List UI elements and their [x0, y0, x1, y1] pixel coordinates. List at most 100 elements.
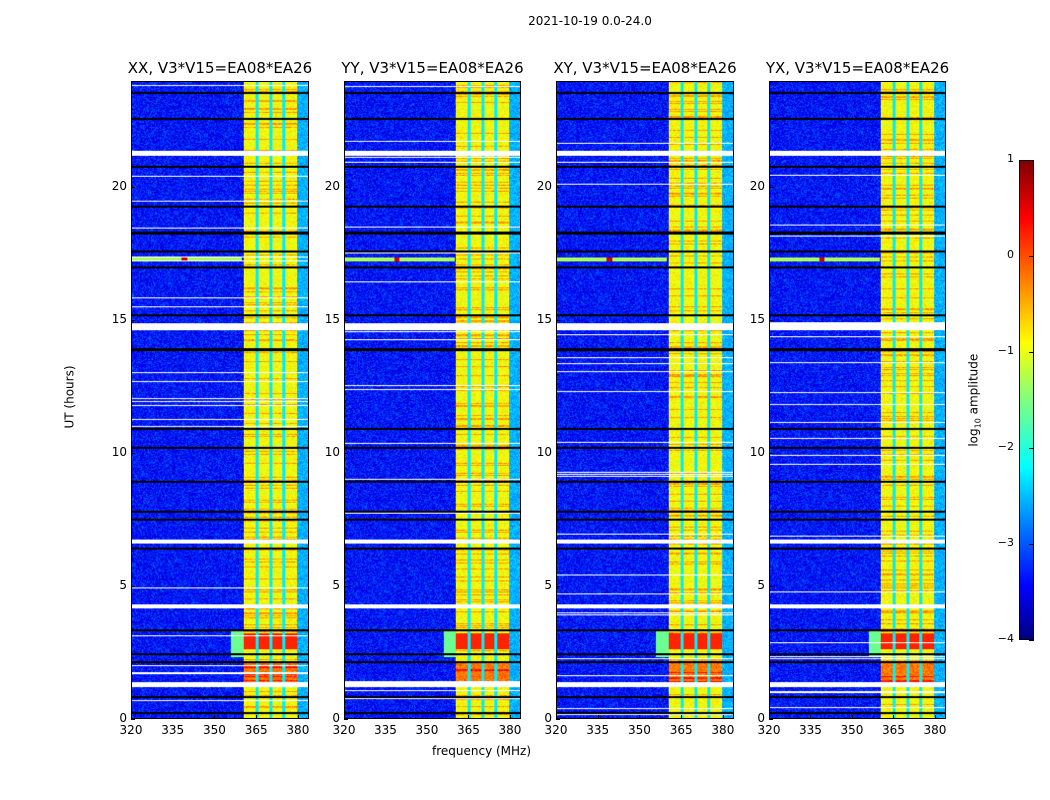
colorbar-tick-mark	[1029, 256, 1034, 257]
colorbar-tick-label: 1	[1007, 152, 1014, 165]
y-tick-label: 15	[749, 312, 765, 327]
figure-title: 2021-10-19 0.0-24.0	[528, 14, 652, 28]
y-tick-mark	[769, 187, 773, 189]
x-tick-mark	[639, 715, 641, 719]
y-tick-label: 0	[119, 711, 127, 725]
panel-title: YX, V3*V15=EA08*EA26	[765, 59, 950, 77]
y-tick-label: 10	[111, 445, 127, 460]
x-tick-label: 380	[711, 723, 735, 737]
x-tick-label: 365	[244, 723, 268, 737]
x-tick-mark	[509, 715, 511, 719]
colorbar-tick-mark	[1029, 640, 1034, 641]
y-tick-label: 20	[111, 179, 127, 194]
x-tick-label: 380	[286, 723, 310, 737]
panel-xx: XX, V3*V15=EA08*EA26	[128, 59, 312, 719]
y-tick-mark	[556, 719, 560, 720]
x-tick-mark	[385, 715, 387, 719]
y-tick-label: 5	[544, 578, 552, 593]
colorbar-tick-label: 0	[1007, 248, 1014, 261]
x-tick-label: 320	[544, 723, 568, 737]
y-tick-mark	[769, 719, 773, 720]
x-tick-label: 350	[840, 723, 864, 737]
x-tick-label: 350	[415, 723, 439, 737]
panel-title: XY, V3*V15=EA08*EA26	[553, 59, 737, 77]
panel-title: XX, V3*V15=EA08*EA26	[127, 59, 313, 77]
y-tick-mark	[769, 320, 773, 322]
x-tick-mark	[681, 715, 683, 719]
colorbar-tick-label: −2	[997, 440, 1014, 453]
y-tick-label: 0	[757, 711, 765, 725]
panel-yx: YX, V3*V15=EA08*EA26	[766, 59, 949, 719]
x-tick-mark	[810, 715, 812, 719]
panel-title: YY, V3*V15=EA08*EA26	[341, 59, 524, 77]
y-tick-label: 10	[749, 445, 765, 460]
x-tick-label: 365	[882, 723, 905, 737]
x-tick-mark	[769, 715, 770, 719]
y-axis-label: UT (hours)	[62, 365, 77, 429]
colorbar-tick-mark	[1029, 352, 1034, 353]
x-tick-label: 320	[332, 723, 356, 737]
x-tick-mark	[297, 715, 299, 719]
x-tick-label: 365	[457, 723, 480, 737]
y-tick-mark	[344, 586, 348, 588]
y-tick-label: 10	[324, 445, 340, 460]
x-tick-label: 365	[669, 723, 693, 737]
colorbar-label-suffix: amplitude	[966, 353, 981, 419]
x-tick-mark	[131, 715, 132, 719]
colorbar	[1019, 160, 1034, 640]
colorbar-label: log10 amplitude	[966, 354, 982, 447]
x-tick-label: 320	[757, 723, 781, 737]
y-tick-label: 15	[111, 312, 127, 327]
heatmap-yy	[345, 82, 520, 718]
heatmap-xx	[132, 82, 308, 718]
y-tick-mark	[344, 187, 348, 189]
x-tick-label: 380	[498, 723, 522, 737]
colorbar-label-sub: 10	[973, 418, 983, 429]
x-tick-mark	[468, 715, 470, 719]
colorbar-tick-label: −1	[997, 344, 1014, 357]
heatmap-yx	[770, 82, 945, 718]
panel-xy: XY, V3*V15=EA08*EA26	[553, 59, 737, 719]
x-tick-label: 350	[202, 723, 226, 737]
x-tick-label: 335	[586, 723, 610, 737]
colorbar-tick-mark	[1029, 160, 1034, 161]
y-tick-label: 15	[324, 312, 340, 327]
y-tick-label: 15	[536, 312, 552, 327]
y-tick-label: 20	[536, 179, 552, 194]
x-tick-mark	[426, 715, 428, 719]
y-tick-mark	[131, 719, 135, 720]
x-tick-mark	[597, 715, 599, 719]
y-tick-mark	[556, 187, 560, 189]
colorbar-tick-mark	[1029, 448, 1034, 449]
y-tick-mark	[131, 320, 135, 322]
y-tick-label: 5	[757, 578, 765, 593]
colorbar-tick-label: −4	[997, 632, 1014, 645]
panel-yy: YY, V3*V15=EA08*EA26	[341, 59, 524, 719]
y-tick-label: 5	[332, 578, 340, 593]
x-tick-mark	[172, 715, 174, 719]
y-tick-mark	[556, 320, 560, 322]
y-tick-mark	[556, 586, 560, 588]
y-tick-mark	[344, 719, 348, 720]
y-tick-label: 0	[332, 711, 340, 725]
x-tick-label: 335	[799, 723, 822, 737]
x-tick-label: 380	[923, 723, 947, 737]
y-tick-mark	[344, 453, 348, 455]
y-tick-mark	[131, 586, 135, 588]
x-tick-label: 335	[161, 723, 185, 737]
y-tick-mark	[556, 453, 560, 455]
y-tick-mark	[769, 586, 773, 588]
colorbar-tick-label: −3	[997, 536, 1014, 549]
heatmap-xy	[557, 82, 733, 718]
y-tick-label: 5	[119, 578, 127, 593]
y-tick-label: 20	[324, 179, 340, 194]
x-tick-label: 350	[627, 723, 651, 737]
y-tick-label: 20	[749, 179, 765, 194]
x-tick-mark	[893, 715, 895, 719]
x-tick-mark	[851, 715, 853, 719]
y-tick-mark	[131, 187, 135, 189]
x-axis-label: frequency (MHz)	[432, 744, 532, 758]
x-tick-mark	[722, 715, 724, 719]
x-tick-label: 335	[374, 723, 397, 737]
x-tick-mark	[214, 715, 216, 719]
